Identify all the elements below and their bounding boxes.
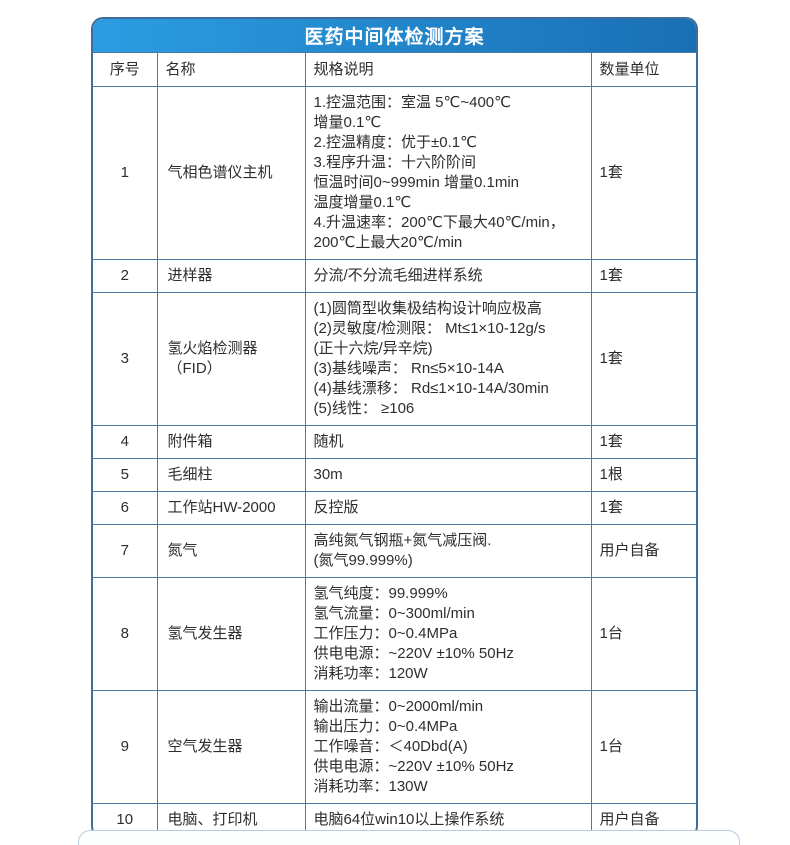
table-cell-qty: 1台 [590, 577, 696, 691]
table-cell-no: 8 [93, 577, 158, 691]
column-header-no: 序号 [93, 52, 158, 87]
table-cell-no: 4 [93, 425, 158, 459]
table-row: 9 空气发生器 输出流量：0~2000ml/min 输出压力：0~0.4MPa 工作… [93, 690, 696, 804]
table-cell-qty: 1根 [590, 458, 696, 492]
spec-table: 序号 名称 规格说明 数量单位 1 气相色谱仪主机 1.控温范围：室温 5℃~400… [93, 52, 696, 836]
table-cell-spec: 1.控温范围：室温 5℃~400℃ 增量0.1℃ 2.控温精度：优于±0.1℃ … [304, 86, 592, 260]
table-cell-no: 5 [93, 458, 158, 492]
spec-sheet-card: 医药中间体检测方案 序号 名称 规格说明 数量单位 1 气相色谱仪主机 1.控温范围… [91, 17, 698, 838]
table-cell-no: 6 [93, 491, 158, 525]
table-cell-name: 工作站HW-2000 [156, 491, 306, 525]
table-cell-spec: 氢气纯度：99.999% 氢气流量：0~300ml/min 工作压力：0~0.4… [304, 577, 592, 691]
table-cell-qty: 1套 [590, 292, 696, 426]
table-cell-name: 氮气 [156, 524, 306, 578]
table-cell-no: 1 [93, 86, 158, 260]
table-cell-name: 进样器 [156, 259, 306, 293]
next-section-top-edge [78, 830, 740, 845]
table-cell-spec: (1)圆筒型收集极结构设计响应极高 (2)灵敏度/检测限： Mt≤1×10-12… [304, 292, 592, 426]
table-row: 5 毛细柱 30m 1根 [93, 458, 696, 492]
table-cell-qty: 1套 [590, 491, 696, 525]
table-cell-name: 毛细柱 [156, 458, 306, 492]
table-cell-name: 氢气发生器 [156, 577, 306, 691]
sheet-title-band: 医药中间体检测方案 [93, 19, 696, 52]
table-body: 1 气相色谱仪主机 1.控温范围：室温 5℃~400℃ 增量0.1℃ 2.控温精度：… [93, 86, 696, 836]
table-cell-no: 3 [93, 292, 158, 426]
table-cell-qty: 1台 [590, 690, 696, 804]
table-cell-qty: 1套 [590, 86, 696, 260]
column-header-name: 名称 [156, 52, 306, 87]
table-row: 2 进样器 分流/不分流毛细进样系统 1套 [93, 259, 696, 293]
table-cell-no: 7 [93, 524, 158, 578]
table-cell-spec: 输出流量：0~2000ml/min 输出压力：0~0.4MPa 工作噪音：＜40… [304, 690, 592, 804]
table-cell-name: 附件箱 [156, 425, 306, 459]
table-cell-qty: 1套 [590, 425, 696, 459]
table-cell-spec: 分流/不分流毛细进样系统 [304, 259, 592, 293]
table-cell-no: 9 [93, 690, 158, 804]
table-cell-qty: 1套 [590, 259, 696, 293]
table-cell-name: 空气发生器 [156, 690, 306, 804]
sheet-title: 医药中间体检测方案 [304, 27, 485, 48]
table-row: 7 氮气 高纯氮气钢瓶+氮气减压阀. (氮气99.999%) 用户自备 [93, 524, 696, 578]
table-cell-name: 氢火焰检测器（FID） [156, 292, 306, 426]
table-cell-spec: 随机 [304, 425, 592, 459]
column-header-qty: 数量单位 [590, 52, 696, 87]
table-cell-spec: 30m [304, 458, 592, 492]
table-header-row: 序号 名称 规格说明 数量单位 [93, 52, 696, 87]
table-cell-spec: 反控版 [304, 491, 592, 525]
table-row: 1 气相色谱仪主机 1.控温范围：室温 5℃~400℃ 增量0.1℃ 2.控温精度：… [93, 86, 696, 260]
table-cell-qty: 用户自备 [590, 524, 696, 578]
table-row: 6 工作站HW-2000 反控版 1套 [93, 491, 696, 525]
table-row: 8 氢气发生器 氢气纯度：99.999% 氢气流量：0~300ml/min 工作压力… [93, 577, 696, 691]
table-row: 4 附件箱 随机 1套 [93, 425, 696, 459]
table-cell-name: 气相色谱仪主机 [156, 86, 306, 260]
table-row: 3 氢火焰检测器（FID） (1)圆筒型收集极结构设计响应极高 (2)灵敏度/检测限… [93, 292, 696, 426]
table-cell-no: 2 [93, 259, 158, 293]
table-cell-spec: 高纯氮气钢瓶+氮气减压阀. (氮气99.999%) [304, 524, 592, 578]
column-header-spec: 规格说明 [304, 52, 592, 87]
